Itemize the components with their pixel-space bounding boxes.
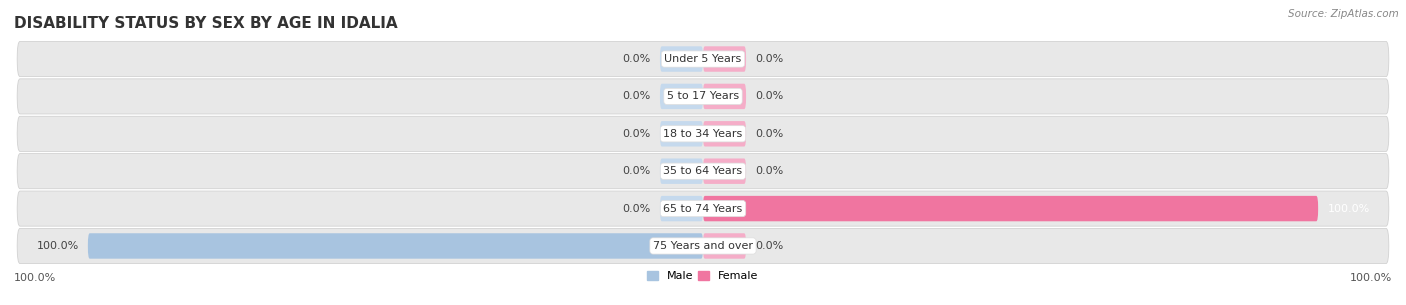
Text: 0.0%: 0.0% bbox=[623, 203, 651, 213]
FancyBboxPatch shape bbox=[703, 121, 747, 146]
Text: 35 to 64 Years: 35 to 64 Years bbox=[664, 166, 742, 176]
Text: 0.0%: 0.0% bbox=[623, 92, 651, 102]
Text: 0.0%: 0.0% bbox=[755, 129, 783, 139]
Text: 75 Years and over: 75 Years and over bbox=[652, 241, 754, 251]
Text: 100.0%: 100.0% bbox=[1350, 273, 1392, 283]
Text: 65 to 74 Years: 65 to 74 Years bbox=[664, 203, 742, 213]
FancyBboxPatch shape bbox=[17, 191, 1389, 226]
FancyBboxPatch shape bbox=[659, 196, 703, 221]
Legend: Male, Female: Male, Female bbox=[647, 271, 759, 282]
Text: 100.0%: 100.0% bbox=[37, 241, 79, 251]
Text: 0.0%: 0.0% bbox=[623, 166, 651, 176]
Text: 0.0%: 0.0% bbox=[755, 166, 783, 176]
FancyBboxPatch shape bbox=[703, 159, 747, 184]
Text: 18 to 34 Years: 18 to 34 Years bbox=[664, 129, 742, 139]
Text: 0.0%: 0.0% bbox=[755, 241, 783, 251]
Text: 0.0%: 0.0% bbox=[755, 54, 783, 64]
Text: 0.0%: 0.0% bbox=[755, 92, 783, 102]
FancyBboxPatch shape bbox=[703, 196, 1319, 221]
Text: 0.0%: 0.0% bbox=[623, 54, 651, 64]
FancyBboxPatch shape bbox=[17, 228, 1389, 264]
FancyBboxPatch shape bbox=[17, 79, 1389, 114]
FancyBboxPatch shape bbox=[703, 233, 747, 259]
FancyBboxPatch shape bbox=[659, 46, 703, 72]
Text: DISABILITY STATUS BY SEX BY AGE IN IDALIA: DISABILITY STATUS BY SEX BY AGE IN IDALI… bbox=[14, 16, 398, 31]
Text: Source: ZipAtlas.com: Source: ZipAtlas.com bbox=[1288, 9, 1399, 19]
FancyBboxPatch shape bbox=[17, 154, 1389, 189]
FancyBboxPatch shape bbox=[703, 84, 747, 109]
FancyBboxPatch shape bbox=[17, 116, 1389, 151]
FancyBboxPatch shape bbox=[17, 41, 1389, 77]
Text: 0.0%: 0.0% bbox=[623, 129, 651, 139]
Text: 100.0%: 100.0% bbox=[1327, 203, 1369, 213]
FancyBboxPatch shape bbox=[703, 46, 747, 72]
FancyBboxPatch shape bbox=[659, 159, 703, 184]
Text: 100.0%: 100.0% bbox=[14, 273, 56, 283]
Text: Under 5 Years: Under 5 Years bbox=[665, 54, 741, 64]
FancyBboxPatch shape bbox=[659, 84, 703, 109]
Text: 5 to 17 Years: 5 to 17 Years bbox=[666, 92, 740, 102]
FancyBboxPatch shape bbox=[87, 233, 703, 259]
FancyBboxPatch shape bbox=[659, 121, 703, 146]
